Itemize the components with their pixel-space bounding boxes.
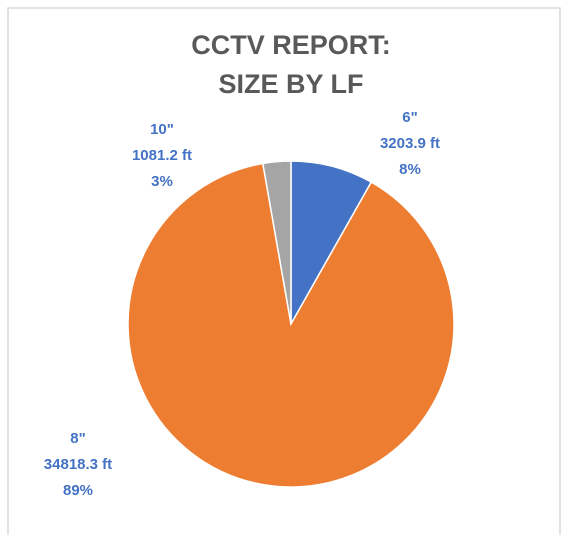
- data-label: 89%: [63, 482, 93, 499]
- data-label: 3203.9 ft: [380, 135, 440, 152]
- data-label: 1081.2 ft: [132, 147, 192, 164]
- data-label: 10": [150, 121, 174, 138]
- pie-slice: [261, 160, 292, 325]
- data-label: 3%: [151, 173, 173, 190]
- pie-slice: [127, 162, 455, 488]
- chart-title: CCTV REPORT:: [191, 30, 391, 60]
- chart-frame: [7, 7, 561, 535]
- data-label: 34818.3 ft: [44, 456, 112, 473]
- data-label: 6": [402, 109, 417, 126]
- chart-title: SIZE BY LF: [218, 69, 363, 99]
- data-label: 8%: [399, 161, 421, 178]
- data-label: 8": [70, 430, 85, 447]
